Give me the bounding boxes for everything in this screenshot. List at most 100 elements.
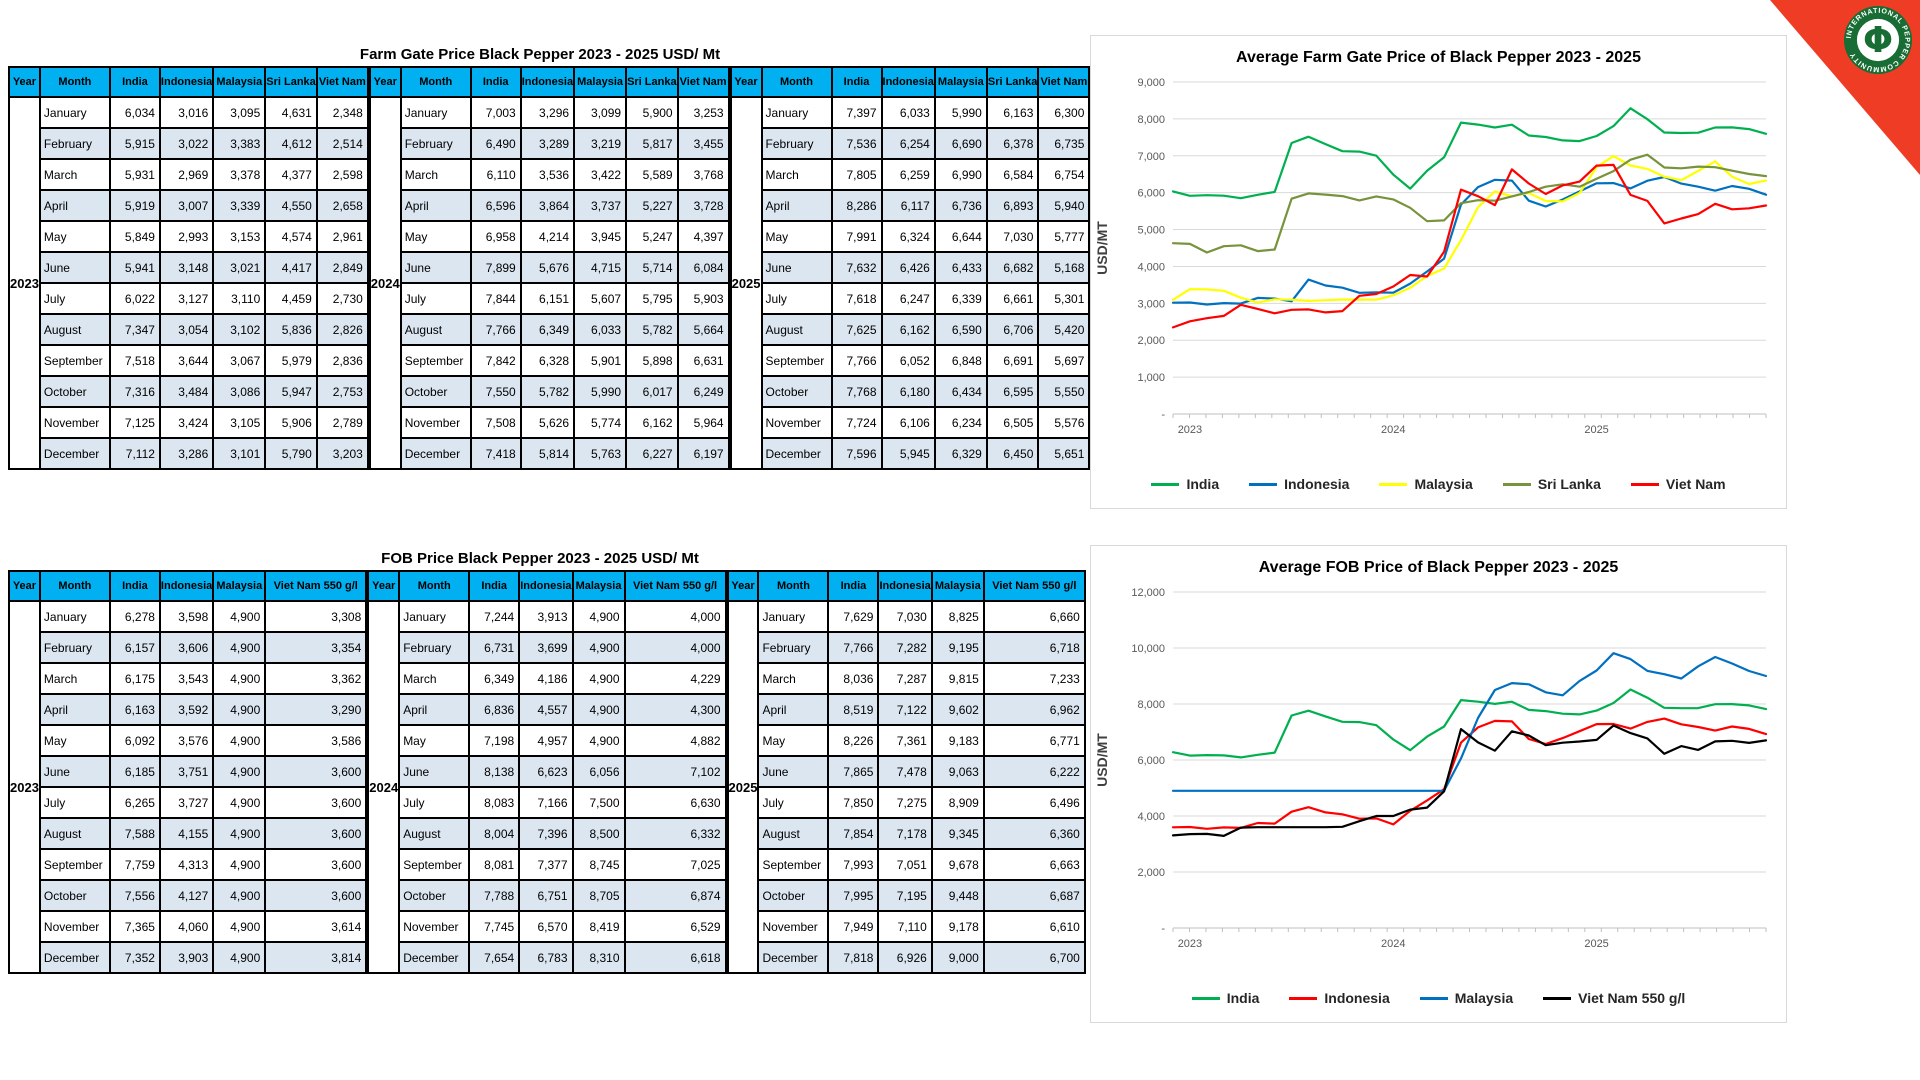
value-cell: 5,945: [880, 437, 936, 470]
value-cell: 7,759: [108, 848, 161, 881]
table-row: April 5,919 3,007 3,339 4,550 2,658: [9, 189, 369, 222]
table-row: March 7,805 6,259 6,990 6,584 6,754: [731, 158, 1091, 191]
value-cell: 7,102: [623, 755, 727, 788]
table-row: February 5,915 3,022 3,383 4,612 2,514: [9, 127, 369, 160]
value-cell: 5,576: [1037, 406, 1091, 439]
value-cell: 6,926: [877, 941, 933, 974]
legend-item: Malaysia: [1379, 476, 1473, 492]
series-malaysia: [1171, 154, 1768, 304]
column-header: Indonesia: [877, 570, 933, 602]
value-cell: 7,724: [830, 406, 883, 439]
table-row: February 6,157 3,606 4,900 3,354: [9, 631, 368, 664]
legend-item: India: [1151, 476, 1219, 492]
value-cell: 7,518: [108, 344, 161, 377]
value-cell: 4,000: [623, 600, 727, 633]
value-cell: 6,106: [880, 406, 936, 439]
value-cell: 3,455: [676, 127, 730, 160]
year-section-2024: Year Month India Indonesia Malaysia Sri Lanka…: [368, 66, 730, 470]
value-cell: 8,745: [571, 848, 626, 881]
value-cell: 7,899: [469, 251, 522, 284]
value-cell: 7,282: [877, 631, 933, 664]
value-cell: 6,197: [676, 437, 730, 470]
value-cell: 6,185: [108, 755, 161, 788]
value-cell: 6,092: [108, 724, 161, 757]
table-row: March 6,349 4,186 4,900 4,229: [368, 662, 727, 695]
month-cell: May: [760, 220, 833, 253]
legend-swatch-icon: [1151, 482, 1180, 486]
value-cell: 4,229: [623, 662, 727, 695]
value-cell: 7,995: [827, 879, 880, 912]
value-cell: 7,745: [468, 910, 521, 943]
value-cell: 7,805: [830, 158, 883, 191]
value-cell: 2,969: [158, 158, 215, 191]
month-cell: September: [398, 848, 471, 881]
value-cell: 6,700: [982, 941, 1086, 974]
value-cell: 2,836: [315, 344, 369, 377]
month-cell: September: [38, 848, 111, 881]
value-cell: 7,233: [982, 662, 1086, 695]
legend-item: Viet Nam 550 g/l: [1543, 990, 1685, 1006]
value-cell: 8,004: [468, 817, 521, 850]
value-cell: 2,514: [315, 127, 369, 160]
table-row: August 7,588 4,155 4,900 3,600: [9, 817, 368, 850]
column-header: Indonesia: [518, 570, 574, 602]
value-cell: 4,000: [623, 631, 727, 664]
value-cell: 5,301: [1037, 282, 1091, 315]
value-cell: 9,000: [930, 941, 985, 974]
value-cell: 8,909: [930, 786, 985, 819]
value-cell: 4,574: [264, 220, 318, 253]
value-cell: 7,316: [108, 375, 161, 408]
value-cell: 4,550: [264, 189, 318, 222]
value-cell: 4,900: [571, 693, 626, 726]
value-cell: 7,125: [108, 406, 161, 439]
table-row: 2023 January 6,278 3,598 4,900 3,308: [8, 600, 368, 974]
value-cell: 6,736: [933, 189, 988, 222]
column-header: Month: [38, 570, 111, 602]
value-cell: 2,348: [315, 96, 369, 129]
column-header: Malaysia: [573, 66, 628, 98]
svg-text:3,000: 3,000: [1137, 298, 1165, 310]
value-cell: 6,084: [676, 251, 730, 284]
value-cell: 7,766: [827, 631, 880, 664]
value-cell: 6,644: [933, 220, 988, 253]
value-cell: 6,718: [982, 631, 1086, 664]
month-cell: March: [760, 158, 833, 191]
value-cell: 6,175: [108, 662, 161, 695]
value-cell: 5,990: [933, 96, 988, 129]
value-cell: 5,168: [1037, 251, 1091, 284]
svg-text:2023: 2023: [1178, 938, 1202, 950]
column-header: Year: [368, 66, 402, 98]
value-cell: 4,900: [212, 786, 267, 819]
legend-label: Malaysia: [1414, 476, 1473, 492]
value-cell: 6,660: [982, 600, 1086, 633]
legend-label: Sri Lanka: [1537, 476, 1601, 492]
value-cell: 3,290: [264, 693, 368, 726]
value-cell: 7,991: [830, 220, 883, 253]
value-cell: 6,590: [933, 313, 988, 346]
value-cell: 7,618: [830, 282, 883, 315]
value-cell: 5,941: [108, 251, 161, 284]
value-cell: 7,550: [469, 375, 522, 408]
month-cell: January: [38, 96, 111, 129]
series-malaysia: [1171, 652, 1768, 792]
table-row: June 8,138 6,623 6,056 7,102: [368, 755, 727, 788]
logo-phi-symbol: Φ: [1863, 20, 1893, 61]
value-cell: 6,328: [519, 344, 576, 377]
month-cell: February: [760, 127, 833, 160]
value-cell: 6,157: [108, 631, 161, 664]
svg-text:6,000: 6,000: [1137, 755, 1165, 767]
value-cell: 4,900: [212, 755, 267, 788]
month-cell: February: [38, 127, 111, 160]
value-cell: 3,543: [158, 662, 215, 695]
month-cell: March: [38, 158, 111, 191]
month-cell: February: [757, 631, 830, 664]
value-cell: 7,122: [877, 693, 933, 726]
value-cell: 6,450: [985, 437, 1040, 470]
value-cell: 4,900: [212, 817, 267, 850]
svg-text:8,000: 8,000: [1137, 699, 1165, 711]
series-sri-lanka: [1171, 153, 1768, 254]
value-cell: 7,766: [830, 344, 883, 377]
value-cell: 3,945: [573, 220, 628, 253]
value-cell: 4,155: [158, 817, 215, 850]
table-row: February 7,536 6,254 6,690 6,378 6,735: [731, 127, 1091, 160]
